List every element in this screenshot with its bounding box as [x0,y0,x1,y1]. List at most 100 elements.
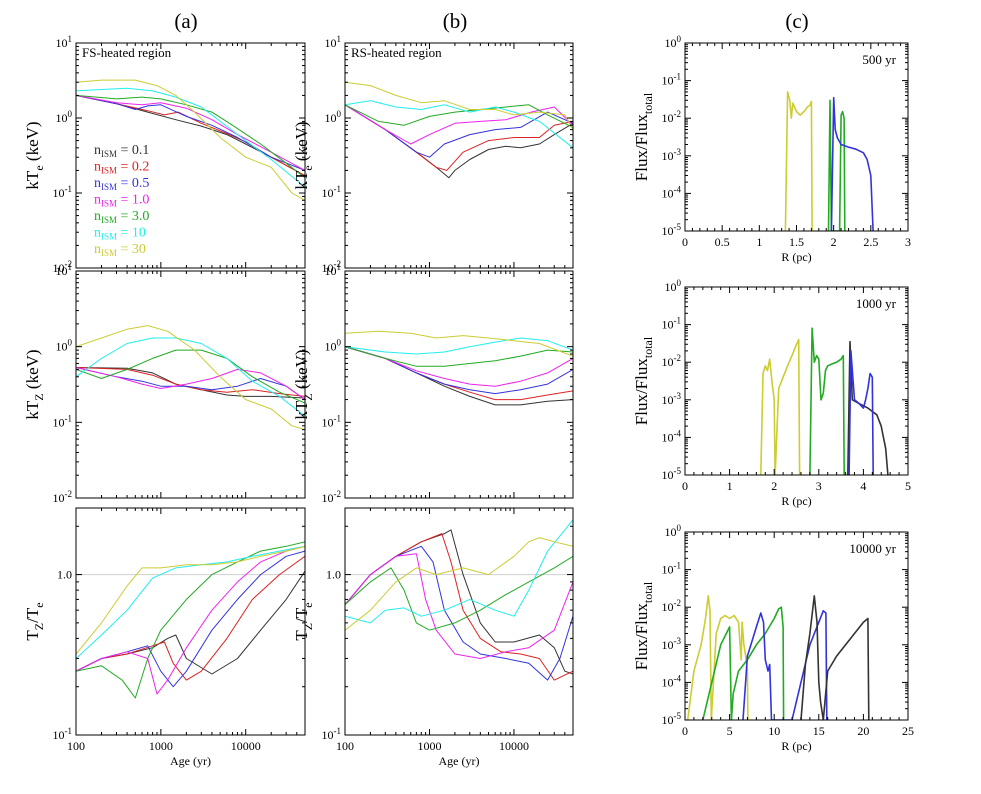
plot-frame [75,270,306,499]
panel-annotation: 10000 yr [849,541,896,556]
plot-frame [684,42,909,232]
series-group [76,79,305,201]
series-group [76,541,305,699]
x-axis-label: R (pc) [781,250,811,264]
x-tick-label: 3 [816,479,822,493]
panel-c1: 10-5 10-4 10-3 10-2 10-1 100 0 0.5 1 1.5 2 2.5 3 R (p… [632,34,911,264]
series-line-n30 [345,537,573,631]
series-line-n1_0 [76,367,305,401]
series-line-n1_0 [345,346,573,387]
series-line-n1_0 [76,545,305,695]
legend-entry: nISM = 0.5 [94,176,149,192]
series-line-n0_5 [345,545,573,681]
series-line-n10 [345,100,573,149]
y-axis-label: kTe (keV) [292,121,315,189]
y-tick-label: 101 [325,34,342,50]
y-tick-label: 100 [325,338,342,354]
y-tick-label: 10-2 [662,353,682,369]
y-tick-label: 10-4 [662,428,682,444]
y-tick-label: 10-4 [662,184,682,200]
y-tick-label: 10-1 [53,184,73,200]
x-tick-label: 0 [682,479,688,493]
y-tick-label: 10-2 [53,489,73,505]
series-group [760,327,889,475]
x-tick-label: 100 [67,739,85,753]
series-line-n0_5 [742,609,828,720]
series-line-n1_0 [345,553,573,659]
panel-a1: 10-2 10-1 100 101 kTe (keV) FS-heated region n… [23,34,306,275]
plot-frame [684,286,909,476]
series-group [686,595,870,720]
x-tick-label: 1000 [149,739,173,753]
y-axis-label: Flux/Fluxtotal [632,92,655,181]
series-line-n0_2 [345,533,573,681]
y-tick-label: 100 [665,34,682,50]
y-tick-label: 10-1 [662,561,682,577]
series-line-n0_5 [848,350,874,475]
plot-frame [75,42,306,269]
y-tick-label: 10-1 [322,184,342,200]
series-line-n30 [76,79,305,201]
y-tick-label: 10-5 [662,222,682,238]
series-line-n3_0 [345,104,573,128]
y-tick-label: 10-1 [322,726,342,742]
series-line-n3_0 [76,94,305,179]
series-line-n3_0 [809,327,845,475]
x-tick-label: 100 [336,739,354,753]
legend-entry: nISM = 0.2 [94,160,149,176]
x-tick-label: 1 [756,235,762,249]
y-axis-label: Flux/Fluxtotal [632,336,655,425]
series-line-n30 [760,338,801,475]
column-label-a: (a) [174,9,197,33]
plot-frame [344,507,574,736]
series-line-n1_0 [345,104,573,145]
panel-a3: 10-1 1.0 100 1000 10000 Age (yr) TZ/Te [23,507,306,768]
series-group [345,330,573,406]
series-line-n30 [76,545,305,655]
series-line-n0_2 [345,104,573,171]
y-tick-label: 10-4 [662,673,682,689]
plot-frame [344,270,574,499]
x-tick-label: 1000 [417,739,441,753]
series-line-n0_2 [76,367,305,397]
y-tick-label: 10-1 [662,316,682,332]
x-axis-label: R (pc) [781,494,811,508]
series-line-n10 [76,337,305,417]
series-line-n0_1 [800,595,870,720]
series-line-n0_2 [76,555,305,681]
panel-b2: 10-2 10-1 100 101 kTZ (keV) [292,262,574,505]
x-tick-label: 5 [727,724,733,738]
legend-entry: nISM = 1.0 [94,193,149,209]
y-tick-label: 10-1 [662,72,682,88]
y-tick-label: 100 [665,278,682,294]
x-tick-label: 0 [682,235,688,249]
series-line-n30 [345,330,573,357]
legend-entry: nISM = 10 [94,226,146,242]
series-group [345,519,573,681]
panel-c3: 10-5 10-4 10-3 10-2 10-1 100 0 5 10 15 20 25 R (pc) F… [632,523,914,753]
series-line-n0_5 [76,367,305,401]
x-tick-label: 20 [857,724,869,738]
y-axis-label: kTe (keV) [23,121,46,189]
x-tick-label: 0 [682,724,688,738]
x-axis-label: R (pc) [781,739,811,753]
y-tick-label: 10-2 [662,598,682,614]
series-line-n0_5 [76,550,305,688]
x-tick-label: 3 [905,235,911,249]
x-tick-label: 15 [813,724,825,738]
x-tick-label: 4 [860,479,866,493]
series-line-n3_0 [76,541,305,699]
series-line-n0_5 [345,346,573,395]
series-line-n30 [784,91,813,231]
x-tick-label: 10000 [499,739,529,753]
x-axis-label: Age (yr) [439,754,480,768]
panel-c2: 10-5 10-4 10-3 10-2 10-1 100 0 1 2 3 4 5 R (pc) Flux/… [632,278,911,508]
y-axis-label: TZ/Te [292,602,315,640]
y-tick-label: 1.0 [57,568,72,582]
panel-a2: 10-2 10-1 100 101 kTZ (keV) [23,262,306,505]
plot-frame [75,507,306,736]
legend-entry: nISM = 0.1 [94,143,149,159]
y-tick-label: 10-3 [662,636,682,652]
legend-entry: nISM = 3.0 [94,209,149,225]
